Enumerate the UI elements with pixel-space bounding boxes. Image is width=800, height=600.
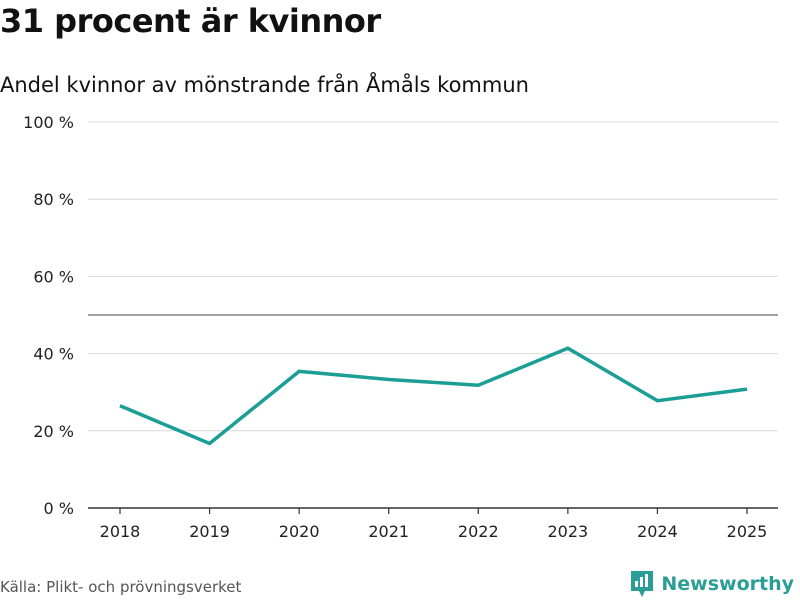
y-tick-label: 20 % <box>33 422 74 441</box>
y-tick-label: 40 % <box>33 345 74 364</box>
series-group <box>119 346 748 446</box>
chart-title: 31 procent är kvinnor <box>0 2 381 40</box>
x-tick-label: 2021 <box>368 522 409 541</box>
y-tick-label: 80 % <box>33 190 74 209</box>
x-tick-labels: 2018 2019 2020 2021 2022 2023 2024 2025 <box>100 522 768 541</box>
x-tick-label: 2023 <box>547 522 588 541</box>
newsworthy-logo-icon <box>631 571 654 597</box>
x-tick-label: 2025 <box>727 522 768 541</box>
y-tick-label: 100 % <box>23 113 74 132</box>
x-tick-label: 2018 <box>100 522 141 541</box>
chart-subtitle: Andel kvinnor av mönstrande från Åmåls k… <box>0 73 529 97</box>
brand-logo: Newsworthy <box>629 569 794 599</box>
x-tick-label: 2019 <box>189 522 230 541</box>
x-tick-label: 2022 <box>458 522 499 541</box>
x-tick-label: 2020 <box>279 522 320 541</box>
y-tick-labels: 0 % 20 % 40 % 60 % 80 % 100 % <box>23 113 74 518</box>
x-tick-label: 2024 <box>637 522 678 541</box>
axes <box>88 507 778 514</box>
source-note: Källa: Plikt- och prövningsverket <box>0 578 242 596</box>
y-tick-label: 0 % <box>44 499 74 518</box>
brand-name: Newsworthy <box>661 573 794 595</box>
y-tick-label: 60 % <box>33 267 74 286</box>
grid-lines <box>88 121 778 432</box>
series-line <box>119 346 748 446</box>
